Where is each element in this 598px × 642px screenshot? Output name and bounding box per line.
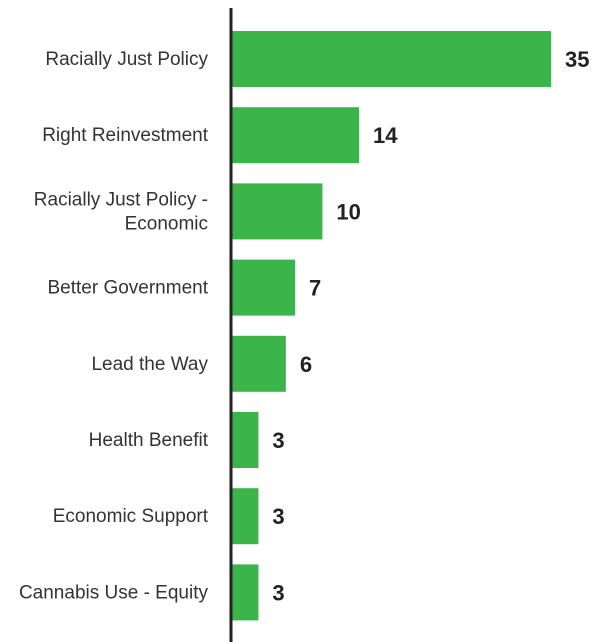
category-label-4: Lead the Way (91, 354, 208, 375)
category-label-7: Cannabis Use - Equity (19, 582, 209, 603)
value-label-1: 14 (373, 123, 398, 148)
bars-group (231, 31, 551, 621)
category-label-6: Economic Support (53, 506, 209, 527)
value-label-5: 3 (272, 428, 284, 453)
category-label-0: Racially Just Policy (45, 49, 208, 70)
category-label-2-line-0: Racially Just Policy - (34, 189, 208, 210)
bar-6 (231, 488, 259, 545)
value-label-4: 6 (300, 352, 312, 377)
category-label-2-line-1: Economic (125, 213, 208, 234)
bar-5 (231, 412, 259, 468)
value-label-2: 10 (336, 199, 360, 224)
category-labels-group: Racially Just Policy Right Reinvestment Ra… (19, 49, 209, 603)
value-label-7: 3 (272, 580, 284, 605)
value-label-6: 3 (272, 504, 284, 529)
value-labels-group: 35 14 10 7 6 3 3 3 (272, 47, 589, 605)
category-label-3: Better Government (47, 278, 208, 299)
bar-0 (231, 31, 551, 87)
bar-7 (231, 564, 259, 621)
bar-3 (231, 259, 295, 316)
value-label-0: 35 (565, 47, 589, 72)
bar-2 (231, 183, 323, 240)
value-label-3: 7 (309, 276, 321, 301)
bar-4 (231, 335, 286, 392)
category-label-1: Right Reinvestment (42, 125, 209, 146)
bar-1 (231, 107, 359, 164)
category-label-5: Health Benefit (89, 430, 209, 451)
